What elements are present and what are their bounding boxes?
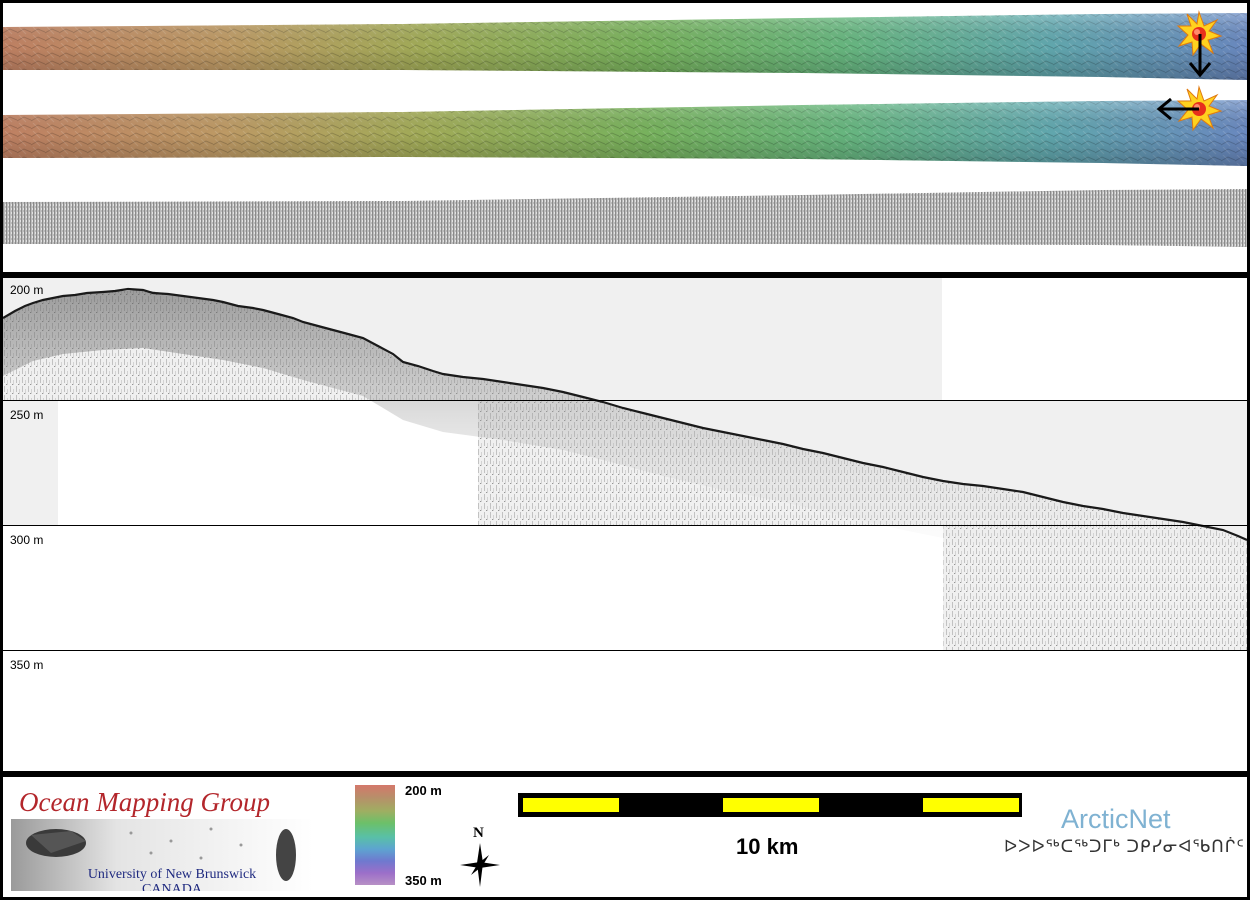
subbottom-profile-panel: 200 m 250 m 300 m 350 m <box>3 278 1247 771</box>
arrow-icon <box>1156 97 1199 121</box>
arrow-icon <box>1188 34 1212 78</box>
legend-panel: Ocean Mapping Group University of New Br… <box>3 777 1247 897</box>
ocean-mapping-group-logo: Ocean Mapping Group University of New Br… <box>11 783 313 891</box>
sidescan-strip <box>3 189 1247 247</box>
echogram-window <box>3 400 58 525</box>
north-arrow-icon: N <box>456 825 504 887</box>
depth-label-300: 300 m <box>10 533 44 547</box>
org-title: Ocean Mapping Group <box>19 787 270 817</box>
scale-segment <box>523 798 619 812</box>
profile-echogram-svg <box>3 278 1247 650</box>
scale-bar <box>518 793 1022 817</box>
sun-burst-icon <box>1176 10 1223 57</box>
depth-gridline <box>3 400 1247 401</box>
colorbar-min-label: 200 m <box>405 783 442 798</box>
arcticnet-syllabics: ᐅᐳᐅᖅᑕᖅᑐᒥᒃ ᑐᑭᓯᓂᐊᖃᑎᒌᑦ <box>1004 837 1245 856</box>
org-university: University of New Brunswick <box>87 867 257 882</box>
org-country: CANADA <box>142 882 202 891</box>
depth-label-350: 350 m <box>10 658 44 672</box>
depth-label-200: 200 m <box>10 283 44 297</box>
depth-gridline <box>3 650 1247 651</box>
depth-gridline <box>3 525 1247 526</box>
logo-seafloor-image <box>11 819 313 891</box>
scale-label: 10 km <box>736 834 799 859</box>
north-label: N <box>473 825 484 841</box>
scale-segment <box>923 798 1019 812</box>
bathymetry-strip-2 <box>3 100 1247 166</box>
bathymetry-strip-1 <box>3 13 1247 80</box>
depth-colorbar <box>355 785 395 885</box>
seabed-reflector <box>3 287 1247 542</box>
depth-label-250: 250 m <box>10 408 44 422</box>
arcticnet-logo-text: ArcticNet <box>1061 804 1171 834</box>
swath-imagery-panel <box>3 3 1247 272</box>
colorbar-max-label: 350 m <box>405 873 442 888</box>
scale-segment <box>723 798 819 812</box>
swath-strips-svg <box>3 10 1247 247</box>
